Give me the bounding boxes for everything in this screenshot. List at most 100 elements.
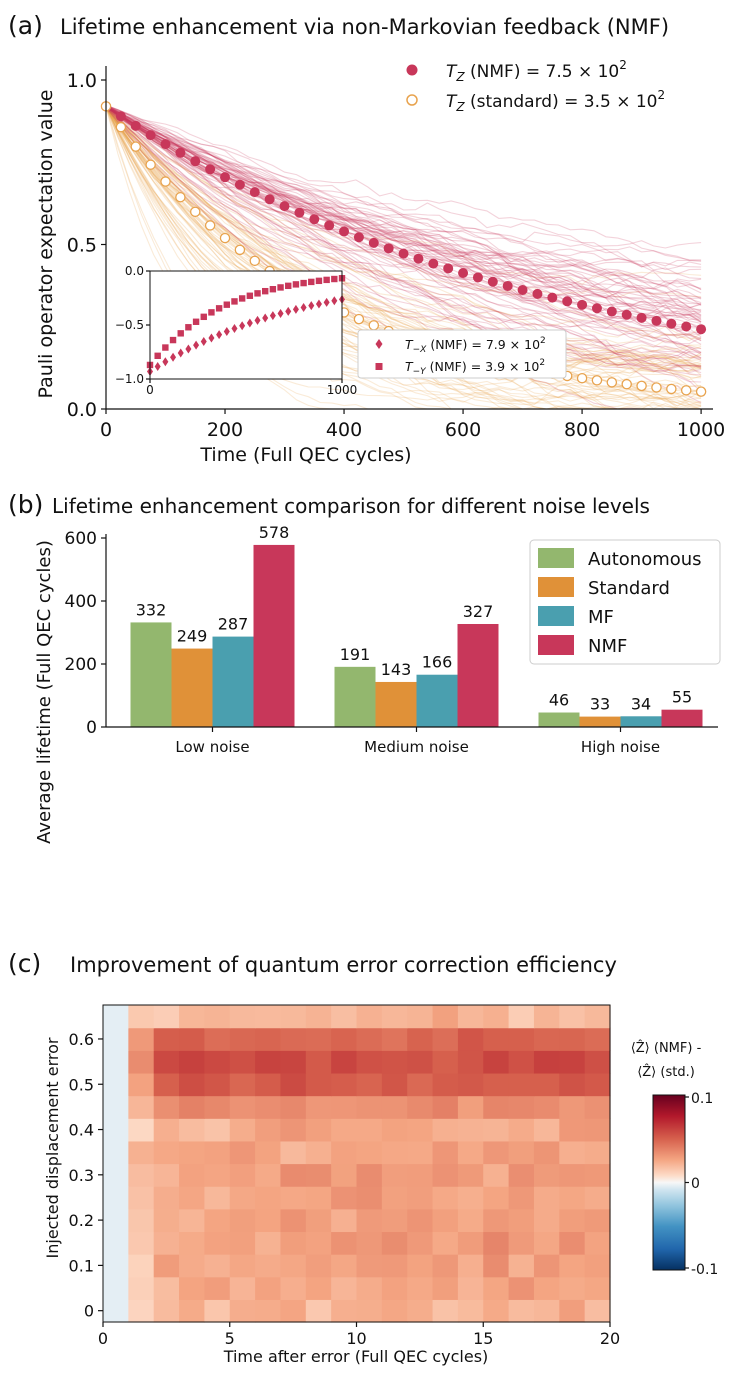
heatmap-cell [204,1254,231,1278]
trajectory-trace [105,105,702,355]
heatmap-cell [381,1050,408,1074]
heatmap-cell [584,1050,611,1074]
heatmap-cell [255,1254,282,1278]
heatmap-cell [432,1050,459,1074]
trajectory-trace [105,105,702,321]
heatmap-cell [381,1231,408,1255]
colorbar-label-line1: ⟨Ẑ⟩ (NMF) - [631,1040,702,1056]
trajectory-trace [105,103,702,369]
heatmap-cell [280,1254,307,1278]
heatmap-cell [128,1163,155,1187]
nmf-point [606,306,617,317]
heatmap-cell [508,1186,535,1210]
standard-point [219,232,231,244]
nmf-point [309,214,320,225]
heatmap-cell [153,1299,180,1323]
heatmap-cell [280,1050,307,1074]
heatmap-cell [305,1231,332,1255]
trajectory-trace [105,105,702,339]
panel-a-x-tick-label: 0 [100,419,112,441]
legend-minus-y-marker [375,363,383,370]
heatmap-cell [584,1254,611,1278]
heatmap-cell [128,1005,155,1029]
heatmap-cell [356,1005,383,1029]
legend-standard-label: Standard [588,578,670,599]
nmf-point [666,318,677,329]
legend-nmf-label: NMF [588,636,627,657]
heatmap-cell [457,1050,484,1074]
panel-c-ylabel: Injected displacement error [43,1037,62,1258]
nmf-point [220,172,231,183]
heatmap-cell [305,1163,332,1187]
inset-minus-y-point [215,305,223,312]
heatmap-cell [204,1163,231,1187]
heatmap-cell [255,1005,282,1029]
heatmap-cell [229,1050,256,1074]
legend-minus-y-sub: −Y [413,367,428,377]
heatmap-cell [204,1072,231,1097]
nmf-point [443,263,454,274]
trajectory-trace [105,106,702,286]
heatmap-cell [153,1254,180,1278]
nmf-point [413,253,424,264]
heatmap-cell [255,1050,282,1074]
nmf-point [130,120,141,131]
trajectory-trace [105,106,702,300]
standard-point [591,375,603,386]
trajectory-trace [105,104,702,362]
heatmap-cell [255,1140,282,1165]
nmf-point [279,201,290,212]
heatmap-cell [533,1276,560,1300]
legend-minus-y-text: T−Y (NMF) = 3.9 × 102 [405,358,545,377]
inset-minus-y-point [315,277,323,285]
heatmap-cell [381,1186,408,1210]
panel-c-x-tick-label: 15 [473,1329,493,1348]
standard-point [636,380,647,392]
heatmap-cell [153,1276,180,1300]
inset-minus-x-point [269,311,276,321]
trajectory-trace [105,105,702,302]
heatmap-cell [508,1208,535,1233]
trajectory-trace [105,107,702,410]
bar-nmf [457,623,499,727]
panel-a-axes: 0 200 400 600 800 1000 0.0 0.5 1.0 [67,66,725,441]
trajectory-trace [105,104,702,312]
panel-b-bars: 332 249 287 578 191 143 166 327 46 33 34 55 [130,523,703,727]
heatmap-cell [331,1050,358,1074]
panel-a-y-tick-label: 0.0 [67,399,97,421]
heatmap-cell [533,1208,560,1233]
nmf-point [264,194,275,205]
inset-minus-y-point [262,287,269,295]
panel-a-x-tick-label: 200 [207,419,243,441]
trajectory-trace [105,104,702,291]
heatmap-cell [483,1072,510,1097]
heatmap-cell [381,1140,408,1165]
heatmap-cell [483,1005,510,1029]
bar-value-label: 33 [590,695,610,714]
heatmap-cell [179,1186,205,1210]
heatmap-cell [381,1163,408,1187]
heatmap-cell [153,1050,180,1074]
heatmap-cell [356,1231,383,1255]
inset-minus-x-point [308,301,315,311]
panel-c-y-tick-label: 0.2 [69,1211,94,1230]
nmf-point [532,288,543,299]
trajectory-trace [105,106,702,368]
panel-b-x-tick-label: Medium noise [364,738,469,756]
heatmap-cell [103,1072,129,1097]
heatmap-cell [432,1140,459,1165]
heatmap-cell [559,1005,586,1029]
trajectory-trace [105,105,702,261]
bar-value-label: 327 [463,602,494,621]
heatmap-cell [533,1027,560,1051]
heatmap-cell [508,1276,535,1300]
standard-point [190,206,201,218]
heatmap-cell [407,1050,434,1074]
heatmap-cell [128,1186,155,1210]
inset-minus-x-point [200,336,207,346]
heatmap-cell [584,1186,611,1210]
panel-c-y-tick-label: 0.5 [69,1075,94,1094]
heatmap-cell [356,1140,383,1165]
panel-c-xlabel: Time after error (Full QEC cycles) [223,1347,489,1366]
heatmap-cell [457,1163,484,1187]
